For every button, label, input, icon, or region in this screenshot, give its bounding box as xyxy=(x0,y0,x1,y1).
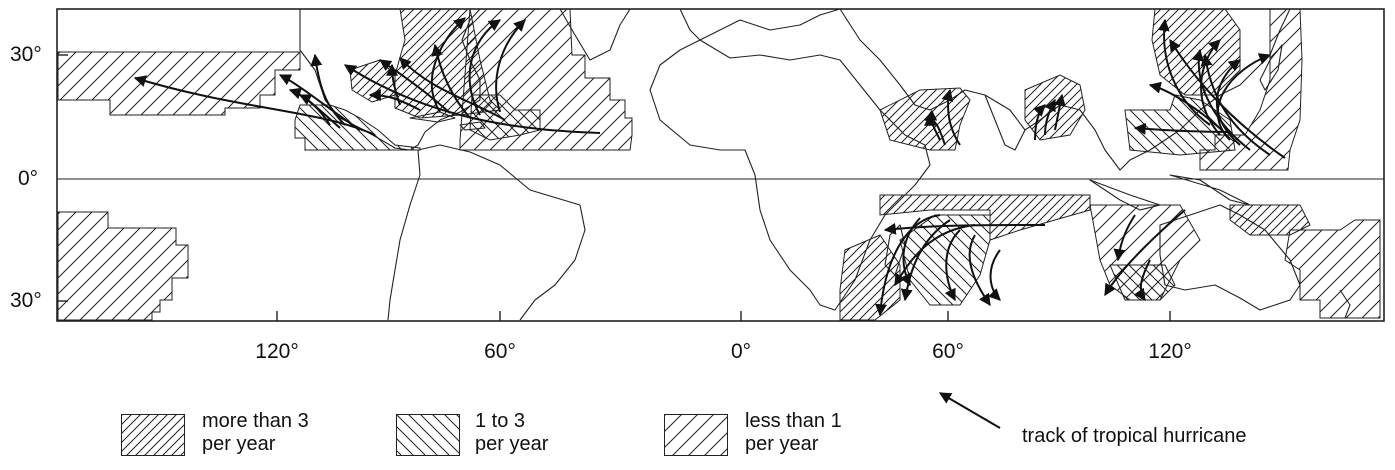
track-nio-3 xyxy=(924,113,941,141)
legend-swatch-1-to-3 xyxy=(396,414,460,456)
track-wpac-8 xyxy=(1148,81,1226,134)
track-atl-1 xyxy=(343,64,601,134)
legend-line2: per year xyxy=(475,433,549,455)
track-atl-6 xyxy=(468,19,501,116)
track-epac-1 xyxy=(133,75,376,136)
legend-label-less-than-1: less than 1 per year xyxy=(745,410,842,456)
track-wpac-9 xyxy=(1133,122,1231,135)
legend-line1: 1 to 3 xyxy=(475,410,526,432)
track-epac-3 xyxy=(310,53,346,126)
legend-swatch-less-than-1 xyxy=(664,414,728,456)
track-sio-6 xyxy=(944,229,961,302)
track-nio-5 xyxy=(1044,98,1056,136)
lon-label-120w: 120° xyxy=(255,340,299,363)
track-atl-7 xyxy=(495,19,526,113)
map-frame xyxy=(56,8,1385,322)
track-wpac-2 xyxy=(1200,53,1271,156)
lat-label-30n: 30° xyxy=(10,43,42,66)
track-nio-6 xyxy=(1053,93,1066,131)
track-nio-1 xyxy=(941,88,961,146)
legend-label-1-to-3: 1 to 3 per year xyxy=(475,410,548,456)
track-aus-3 xyxy=(1133,259,1151,301)
track-nio-4 xyxy=(1033,104,1046,141)
track-sio-1 xyxy=(883,222,1046,235)
track-atl-2 xyxy=(399,57,506,121)
track-epac-2 xyxy=(278,74,361,131)
dense-hatch-icon xyxy=(122,415,184,455)
legend-line1: less than 1 xyxy=(745,410,842,432)
lon-label-0: 0° xyxy=(730,340,752,363)
track-wpac-6 xyxy=(1200,39,1221,136)
track-wpac-4 xyxy=(1216,59,1241,146)
legend-line2: per year xyxy=(745,433,819,455)
backward-hatch-icon xyxy=(397,415,459,455)
track-atl-3 xyxy=(431,43,471,119)
track-wpac-7 xyxy=(1157,18,1211,126)
zone-less-than-1 xyxy=(57,8,1381,321)
legend-line2: per year xyxy=(202,433,276,455)
lon-label-120e: 120° xyxy=(1148,340,1192,363)
track-sio-7 xyxy=(968,234,991,306)
legend-line1: more than 3 xyxy=(202,410,309,432)
track-aus-1 xyxy=(1104,209,1186,297)
track-atl-9 xyxy=(386,63,401,106)
sparse-hatch-icon xyxy=(665,415,727,455)
legend-label-track: track of tropical hurricane xyxy=(1022,425,1247,447)
track-sio-4 xyxy=(875,214,941,317)
coastlines xyxy=(299,8,1351,321)
lat-label-30s: 30° xyxy=(10,289,42,312)
legend-swatch-more-than-3 xyxy=(121,414,185,456)
legend-label-more-than-3: more than 3 per year xyxy=(202,410,309,456)
track-wpac-3 xyxy=(1192,48,1251,151)
lat-label-equator: 0° xyxy=(18,167,39,190)
hurricane-tracks xyxy=(133,17,1286,317)
lon-label-60e: 60° xyxy=(932,340,964,363)
legend-track-arrow xyxy=(938,392,1001,429)
lon-label-60w: 60° xyxy=(484,340,516,363)
zone-1-to-3 xyxy=(294,94,1236,306)
lon-ticks xyxy=(276,311,1171,321)
track-sio-8 xyxy=(988,249,1001,301)
track-sio-5 xyxy=(899,217,921,287)
track-atl-8 xyxy=(368,89,421,111)
track-aus-2 xyxy=(1113,214,1136,262)
track-sio-3 xyxy=(900,219,951,302)
track-epac-5 xyxy=(298,94,331,126)
track-atl-5 xyxy=(430,17,466,113)
